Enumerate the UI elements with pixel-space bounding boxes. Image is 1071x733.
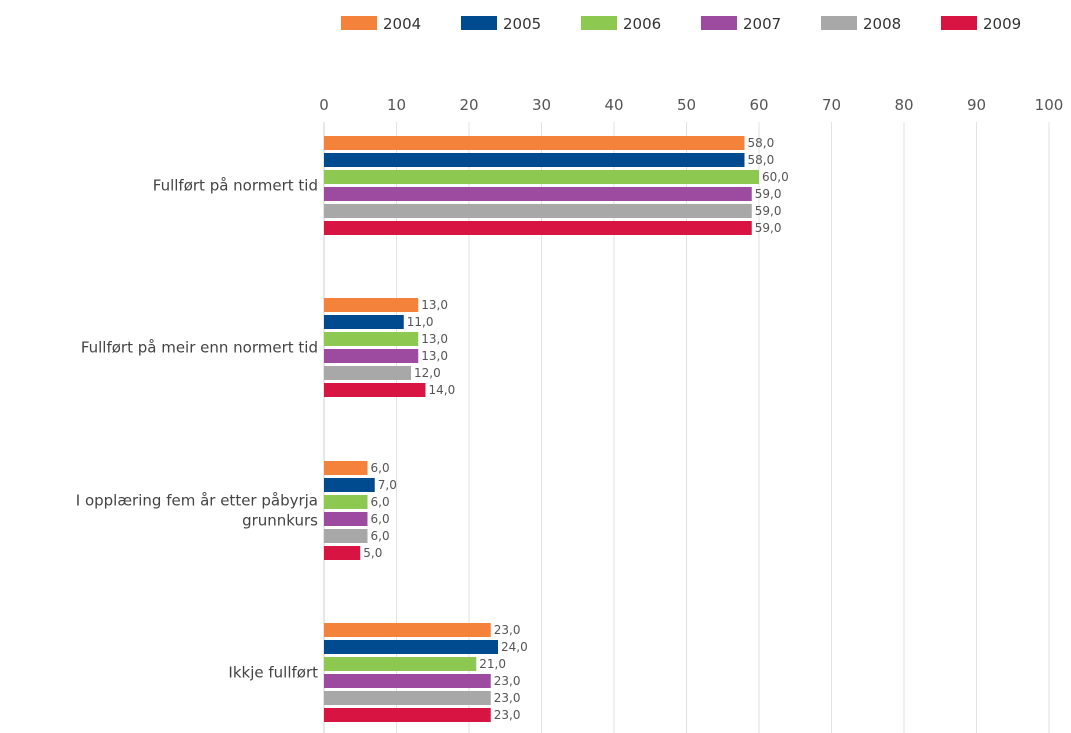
legend-label: 2008 [863,15,901,33]
bar [324,529,368,543]
data-labels: 58,0 58,0 60,0 59,0 59,0 59,0 13,0 11,0 13,0 13,0… [363,136,788,722]
bar [324,674,491,688]
x-tick-label: 70 [822,96,841,114]
bar [324,349,419,363]
legend-swatch [341,16,377,30]
data-label: 24,0 [501,640,528,654]
bar [324,366,411,380]
bar [324,478,375,492]
bar [324,708,491,722]
x-axis-tick-labels: 0 10 20 30 40 50 60 70 80 90 100 [319,96,1063,114]
data-label: 13,0 [421,298,448,312]
x-tick-label: 50 [677,96,696,114]
data-label: 6,0 [371,495,390,509]
data-label: 59,0 [755,221,782,235]
data-label: 13,0 [421,349,448,363]
data-label: 5,0 [363,546,382,560]
bar [324,221,752,235]
x-tick-label: 40 [604,96,623,114]
data-label: 6,0 [371,461,390,475]
legend-swatch [581,16,617,30]
data-label: 21,0 [479,657,506,671]
bar [324,315,404,329]
data-label: 6,0 [371,529,390,543]
legend-label: 2004 [383,15,421,33]
data-label: 58,0 [748,136,775,150]
x-tick-label: 0 [319,96,329,114]
category-label: Fullført på normert tid [153,177,318,195]
bar [324,495,368,509]
data-label: 7,0 [378,478,397,492]
x-tick-label: 90 [967,96,986,114]
legend-label: 2007 [743,15,781,33]
data-label: 59,0 [755,187,782,201]
x-tick-label: 10 [387,96,406,114]
category-label: Ikkje fullført [228,664,318,682]
legend-swatch [821,16,857,30]
bar [324,332,419,346]
legend: 2004 2005 2006 2007 2008 2009 [341,15,1021,33]
bar [324,170,759,184]
bar [324,512,368,526]
category-label: I opplæring fem år etter påbyrja grunnkur… [76,492,318,530]
bar [324,153,745,167]
data-label: 59,0 [755,204,782,218]
bar [324,461,368,475]
legend-swatch [701,16,737,30]
data-label: 60,0 [762,170,789,184]
data-label: 23,0 [494,674,521,688]
data-label: 11,0 [407,315,434,329]
legend-label: 2005 [503,15,541,33]
bar [324,298,419,312]
bar [324,623,491,637]
bar [324,640,498,654]
data-label: 58,0 [748,153,775,167]
category-labels: Fullført på normert tid Fullført på meir … [76,177,318,682]
bar [324,204,752,218]
bar [324,691,491,705]
bar [324,383,426,397]
data-label: 23,0 [494,623,521,637]
data-label: 12,0 [414,366,441,380]
data-label: 23,0 [494,691,521,705]
category-label: Fullført på meir enn normert tid [81,339,318,357]
x-tick-label: 30 [532,96,551,114]
legend-label: 2006 [623,15,661,33]
x-tick-label: 20 [459,96,478,114]
legend-label: 2009 [983,15,1021,33]
data-label: 14,0 [429,383,456,397]
data-label: 23,0 [494,708,521,722]
x-tick-label: 100 [1035,96,1064,114]
bar [324,136,745,150]
bar [324,546,361,560]
x-tick-label: 60 [749,96,768,114]
data-label: 13,0 [421,332,448,346]
bar [324,187,752,201]
data-label: 6,0 [371,512,390,526]
bars [324,136,759,722]
legend-swatch [941,16,977,30]
x-tick-label: 80 [894,96,913,114]
bar [324,657,477,671]
legend-swatch [461,16,497,30]
